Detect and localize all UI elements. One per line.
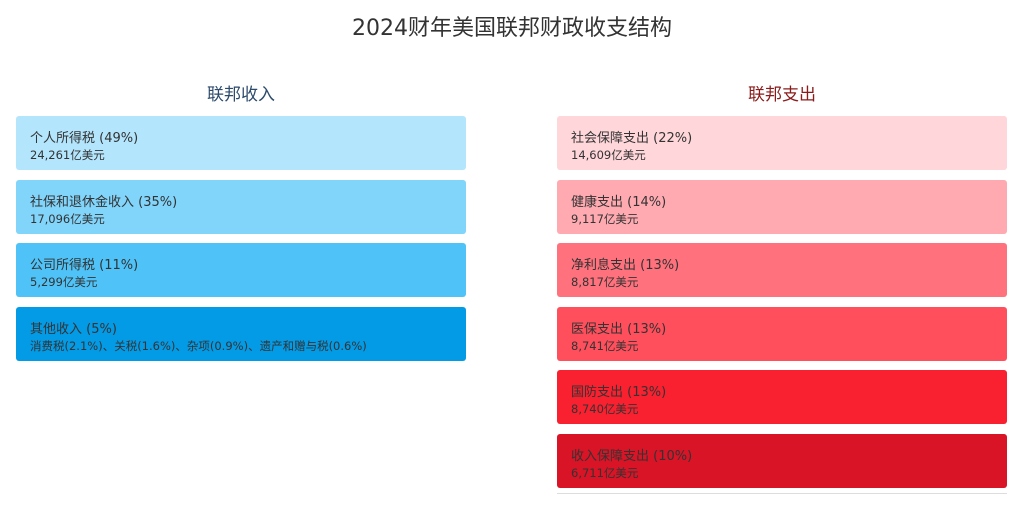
income-box-corporate-tax: 公司所得税 (11%) 5,299亿美元 [16,243,466,297]
bottom-divider [557,493,1007,494]
income-box-personal-tax: 个人所得税 (49%) 24,261亿美元 [16,116,466,170]
box-label: 净利息支出 (13%) [571,258,680,273]
box-amount: 24,261亿美元 [30,148,105,162]
box-amount: 14,609亿美元 [571,148,646,162]
box-label: 公司所得税 (11%) [30,258,139,273]
box-breakdown: 消费税(2.1%)、关税(1.6%)、杂项(0.9%)、遗产和赠与税(0.6%) [30,338,367,353]
expense-box-net-interest: 净利息支出 (13%) 8,817亿美元 [557,243,1007,297]
box-amount: 8,740亿美元 [571,402,639,416]
expense-column: 社会保障支出 (22%) 14,609亿美元 健康支出 (14%) 9,117亿… [557,116,1007,497]
expense-column-title: 联邦支出 [748,85,816,105]
box-label: 收入保障支出 (10%) [571,448,693,464]
box-amount: 6,711亿美元 [571,465,639,480]
expense-box-defense: 国防支出 (13%) 8,740亿美元 [557,370,1007,424]
expense-box-income-security: 收入保障支出 (10%) 6,711亿美元 [557,433,1007,488]
income-box-social-insurance: 社保和退休金收入 (35%) 17,096亿美元 [16,179,466,234]
income-box-other: 其他收入 (5%) 消费税(2.1%)、关税(1.6%)、杂项(0.9%)、遗产… [16,306,466,361]
box-label: 医保支出 (13%) [571,321,667,337]
box-amount: 8,741亿美元 [571,338,639,353]
expense-box-medicare: 医保支出 (13%) 8,741亿美元 [557,306,1007,361]
box-amount: 8,817亿美元 [571,275,639,289]
box-label: 个人所得税 (49%) [30,131,139,146]
box-amount: 17,096亿美元 [30,211,105,226]
box-amount: 9,117亿美元 [571,211,639,226]
expense-box-health: 健康支出 (14%) 9,117亿美元 [557,179,1007,234]
income-column: 个人所得税 (49%) 24,261亿美元 社保和退休金收入 (35%) 17,… [16,116,466,370]
box-label: 其他收入 (5%) [30,321,117,337]
income-column-title: 联邦收入 [207,85,275,105]
box-label: 社保和退休金收入 (35%) [30,194,178,210]
box-label: 国防支出 (13%) [571,385,667,400]
box-label: 社会保障支出 (22%) [571,131,693,146]
chart-title: 2024财年美国联邦财政收支结构 [352,16,672,41]
box-label: 健康支出 (14%) [571,194,667,210]
box-amount: 5,299亿美元 [30,275,98,289]
expense-box-social-security: 社会保障支出 (22%) 14,609亿美元 [557,116,1007,170]
